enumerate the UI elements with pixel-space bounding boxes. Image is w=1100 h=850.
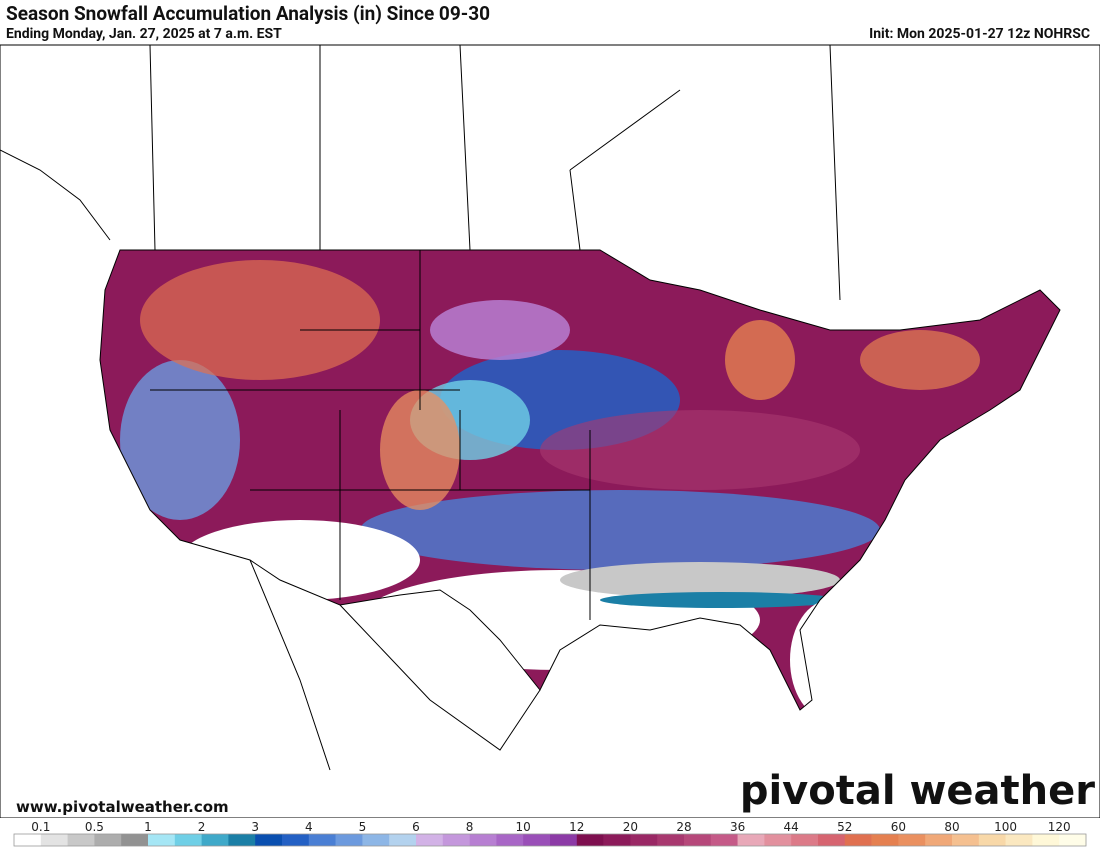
legend-label: 0.1 <box>31 820 50 834</box>
legend-swatch <box>603 834 631 846</box>
legend-swatch <box>148 834 176 846</box>
watermark: pivotal weather <box>740 768 1095 814</box>
legend-swatch <box>496 834 524 846</box>
legend-label: 100 <box>994 820 1017 834</box>
legend-swatch <box>442 834 470 846</box>
legend-swatch <box>657 834 685 846</box>
legend-swatch <box>40 834 68 846</box>
legend-swatch <box>952 834 980 846</box>
legend-swatch <box>389 834 417 846</box>
legend-swatch <box>335 834 363 846</box>
legend-label: 5 <box>359 820 367 834</box>
legend-swatch <box>201 834 229 846</box>
legend-label: 52 <box>837 820 852 834</box>
snowfall-field <box>100 250 1060 710</box>
legend-swatch <box>174 834 202 846</box>
legend-swatch <box>94 834 122 846</box>
legend-swatch <box>1059 834 1087 846</box>
legend-label: 60 <box>891 820 906 834</box>
legend-swatch <box>576 834 604 846</box>
legend-swatch <box>925 834 953 846</box>
legend-swatch <box>362 834 390 846</box>
legend-label: 20 <box>623 820 638 834</box>
legend-swatch <box>818 834 846 846</box>
legend-swatch <box>898 834 926 846</box>
legend-swatch <box>308 834 336 846</box>
legend-swatch <box>764 834 792 846</box>
legend-label: 120 <box>1048 820 1071 834</box>
legend-label: 10 <box>516 820 531 834</box>
legend-swatch <box>121 834 149 846</box>
legend-swatch <box>630 834 658 846</box>
legend-swatch <box>469 834 497 846</box>
legend-swatch <box>978 834 1006 846</box>
legend-label: 28 <box>676 820 691 834</box>
boundaries <box>0 44 1061 771</box>
legend-swatch <box>871 834 899 846</box>
legend-swatch <box>228 834 256 846</box>
legend-border <box>13 833 1087 847</box>
legend-label: 4 <box>305 820 313 834</box>
legend-swatch <box>282 834 310 846</box>
legend-swatch <box>1032 834 1060 846</box>
legend-swatch <box>844 834 872 846</box>
legend-label: 6 <box>412 820 420 834</box>
legend-swatch <box>550 834 578 846</box>
legend-swatch <box>14 834 42 846</box>
legend-swatch <box>791 834 819 846</box>
legend: 0.1 0.5 1 2 3 4 5 6 8 10 12 20 28 36 44 52 60 80 100 120 <box>0 818 1100 850</box>
legend-swatch <box>737 834 765 846</box>
legend-label: 1 <box>144 820 152 834</box>
legend-label: 12 <box>569 820 584 834</box>
legend-swatch <box>1005 834 1033 846</box>
init-time: Init: Mon 2025-01-27 12z NOHRSC <box>869 26 1090 42</box>
subtitle: Ending Monday, Jan. 27, 2025 at 7 a.m. E… <box>6 26 282 42</box>
legend-swatch <box>684 834 712 846</box>
legend-swatch <box>523 834 551 846</box>
legend-label: 36 <box>730 820 745 834</box>
legend-label: 80 <box>944 820 959 834</box>
legend-label: 44 <box>784 820 799 834</box>
website: www.pivotalweather.com <box>16 798 229 816</box>
legend-swatch <box>255 834 283 846</box>
legend-label: 0.5 <box>85 820 104 834</box>
legend-swatch <box>416 834 444 846</box>
legend-label: 3 <box>251 820 259 834</box>
legend-label: 8 <box>466 820 474 834</box>
title: Season Snowfall Accumulation Analysis (i… <box>6 2 491 25</box>
legend-swatch <box>67 834 95 846</box>
legend-swatch <box>710 834 738 846</box>
legend-label: 2 <box>198 820 206 834</box>
